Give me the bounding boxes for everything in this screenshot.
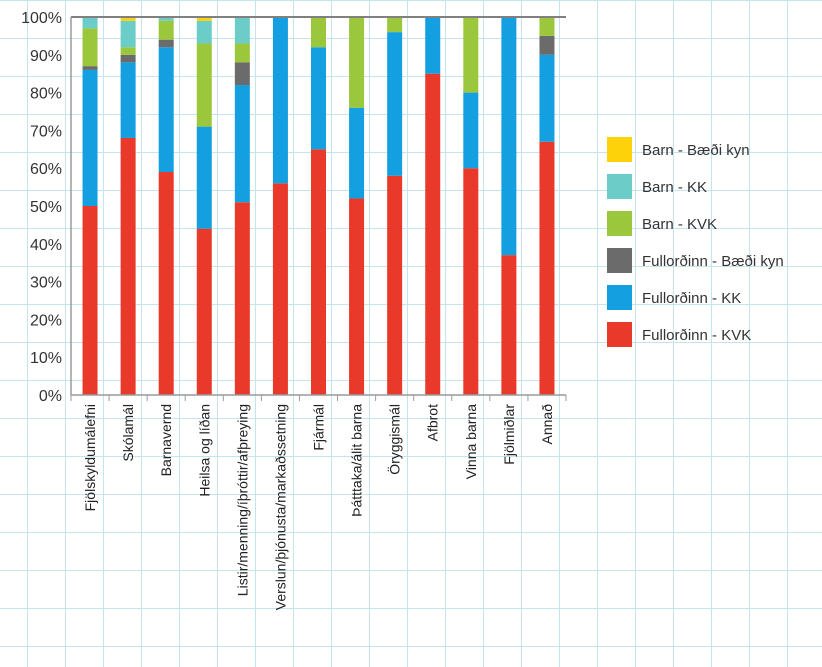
bar-segment [158, 39, 174, 48]
bar-segment [196, 228, 212, 395]
x-tick-label: Verslun/þjónusta/markaðssetning [272, 404, 288, 610]
x-tick-label: Öryggismál [386, 404, 403, 475]
bar-segment [120, 137, 136, 395]
x-tick-label: Annað [539, 404, 555, 445]
bar-segment [387, 175, 403, 395]
legend-swatch [607, 211, 632, 236]
y-tick-label: 100% [21, 10, 62, 27]
y-tick-label: 80% [30, 86, 62, 103]
x-tick-label: Þátttaka/álit barna [349, 404, 365, 517]
bar-segment [196, 43, 212, 127]
bar-segment [272, 17, 288, 184]
bar-segment [196, 20, 212, 44]
x-tick-label: Listir/menning/íþróttir/afþreying [234, 404, 250, 596]
legend-swatch [607, 322, 632, 347]
x-tick-label: Fjármál [311, 404, 327, 451]
legend-label: Barn - KK [642, 179, 707, 196]
bar-segment [158, 20, 174, 40]
bar-segment [272, 183, 288, 395]
bar-segment [311, 149, 326, 395]
bar-segment [158, 17, 174, 21]
legend-label: Fullorðinn - KK [642, 290, 741, 307]
x-tick-label: Fjölskyldumálefni [82, 404, 98, 511]
bar-segment [82, 206, 98, 395]
y-tick-label: 60% [30, 161, 62, 178]
y-tick-label: 50% [30, 199, 62, 216]
x-tick-label: Fjölmiðlar [501, 404, 517, 465]
bar-segment [463, 168, 479, 395]
bar-segment [234, 17, 250, 44]
axes [70, 16, 567, 401]
bar-segment [387, 17, 403, 33]
x-axis-labels: Fjölskyldumálefni Skólamál Barnavernd Heils… [82, 404, 555, 611]
bar-segment [158, 47, 174, 172]
y-tick-label: 0% [39, 388, 62, 405]
bar-segment [311, 17, 326, 48]
x-tick-label: Afbrot [425, 404, 441, 441]
bar-segment [120, 54, 136, 63]
bar-segment [539, 35, 555, 55]
bar-segment [120, 20, 136, 48]
bar-segment [234, 85, 250, 203]
bar-segment [196, 17, 212, 21]
legend-swatch [607, 285, 632, 310]
bar-segment [349, 17, 365, 108]
y-tick-label: 40% [30, 237, 62, 254]
legend-label: Fullorðinn - KVK [642, 327, 751, 344]
bar-segment [463, 92, 479, 169]
bar-segment [425, 73, 441, 395]
bar-segment [234, 202, 250, 395]
legend-swatch [607, 248, 632, 273]
bar-segment [82, 17, 98, 29]
y-tick-label: 30% [30, 275, 62, 292]
bar-segment [82, 66, 98, 70]
y-tick-label: 70% [30, 123, 62, 140]
legend-swatch [607, 137, 632, 162]
legend-label: Barn - Bæði kyn [642, 142, 750, 159]
bar-segment [501, 17, 517, 256]
bar-segment [234, 43, 250, 63]
bar-segment [539, 141, 555, 395]
legend: Barn - Bæði kyn Barn - KK Barn - KVK Fullor… [607, 137, 784, 347]
bar-segment [120, 62, 136, 138]
legend-label: Barn - KVK [642, 216, 717, 233]
y-axis-ticks: 0% 10% 20% 30% 40% 50% 60% 70% 80% 90% 100% [21, 10, 62, 405]
bar-segment [311, 47, 326, 150]
bar-segment [349, 198, 365, 395]
bar-segment [387, 32, 403, 176]
y-tick-label: 10% [30, 350, 62, 367]
bar-segment [234, 62, 250, 86]
x-tick-label: Heilsa og líðan [196, 404, 212, 497]
bar-segment [349, 107, 365, 199]
x-tick-label: Skólamál [120, 404, 136, 462]
bar-segment [463, 17, 479, 93]
bar-segment [425, 17, 441, 74]
bar-segment [539, 17, 555, 36]
bar-segment [539, 54, 555, 142]
y-tick-label: 90% [30, 48, 62, 65]
legend-label: Fullorðinn - Bæði kyn [642, 253, 784, 270]
bar-segment [501, 255, 517, 395]
x-tick-label: Vinna barna [463, 404, 479, 479]
x-tick-label: Barnavernd [158, 404, 174, 476]
legend-swatch [607, 174, 632, 199]
bar-segment [82, 28, 98, 67]
y-tick-label: 20% [30, 312, 62, 329]
bars [82, 17, 555, 395]
bar-segment [120, 17, 136, 21]
bar-segment [196, 126, 212, 229]
bar-segment [158, 171, 174, 395]
bar-segment [120, 47, 136, 55]
bar-segment [82, 69, 98, 206]
